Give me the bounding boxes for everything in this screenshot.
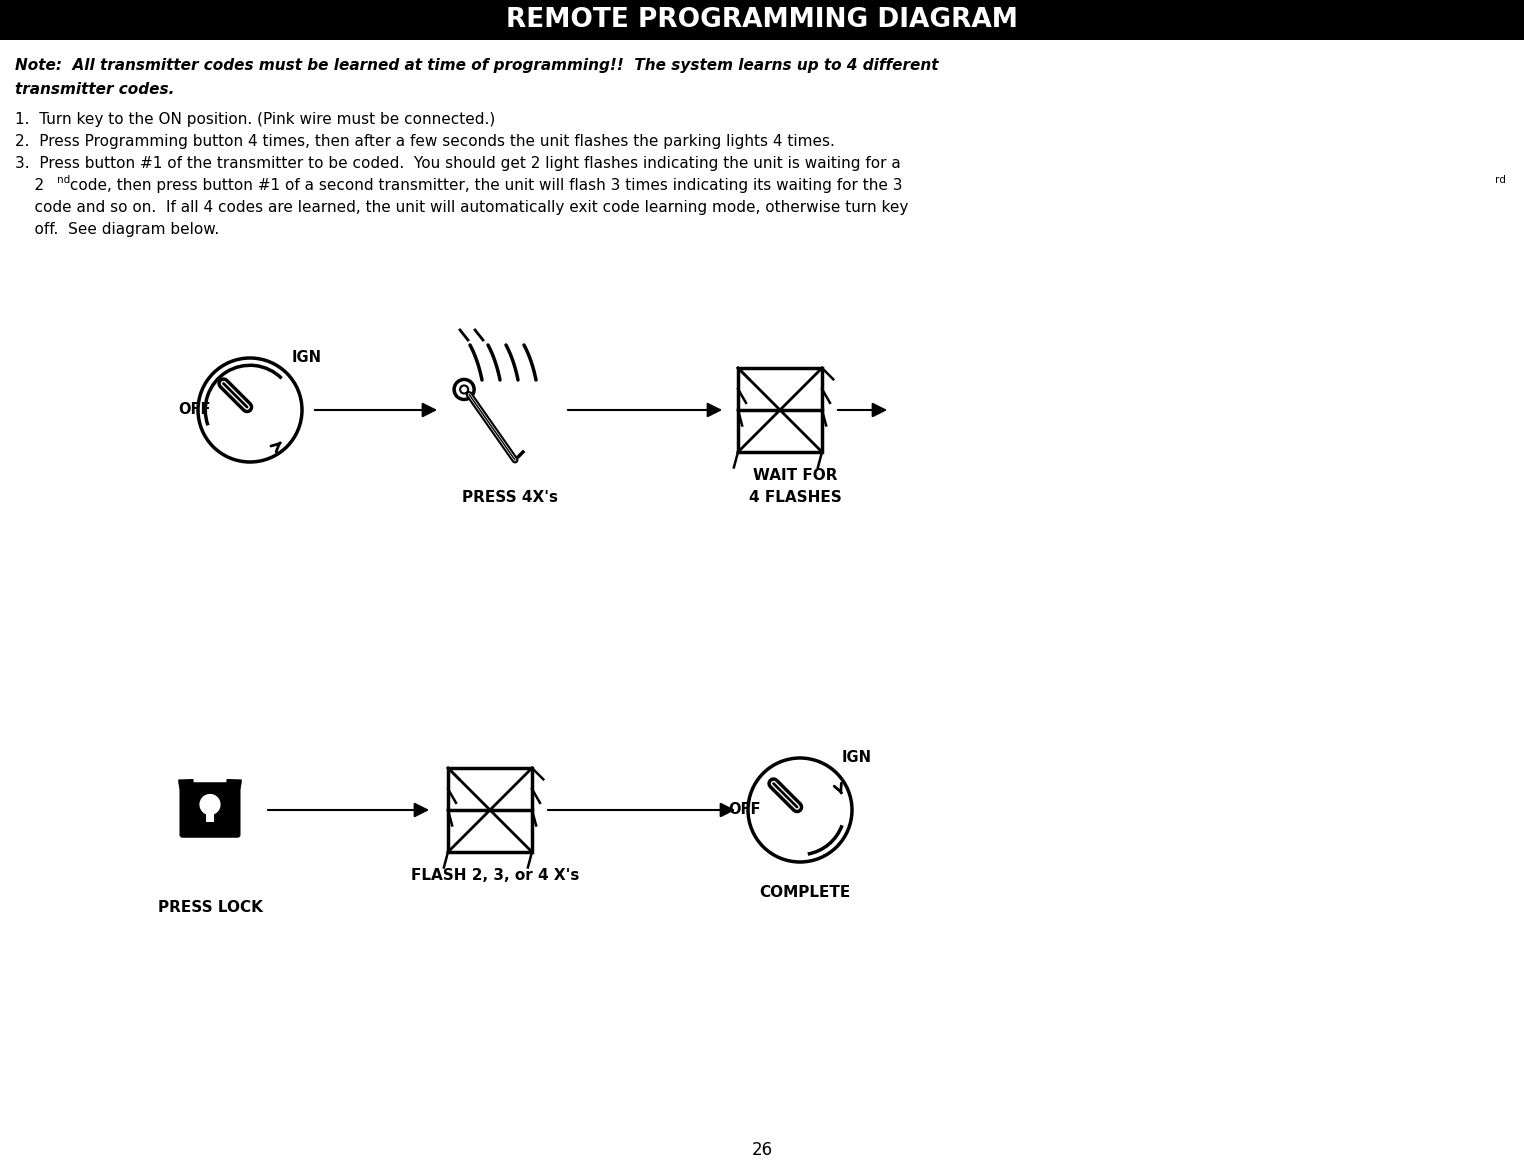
Text: IGN: IGN <box>293 350 322 365</box>
Text: rd: rd <box>1495 174 1506 185</box>
Text: 2: 2 <box>15 178 44 193</box>
Text: OFF: OFF <box>178 403 210 418</box>
Text: PRESS 4X's: PRESS 4X's <box>462 489 558 505</box>
Text: Note:  All transmitter codes must be learned at time of programming!!  The syste: Note: All transmitter codes must be lear… <box>15 59 939 73</box>
Circle shape <box>200 795 219 814</box>
FancyBboxPatch shape <box>180 782 241 837</box>
Bar <box>448 768 532 852</box>
Text: 1.  Turn key to the ON position. (Pink wire must be connected.): 1. Turn key to the ON position. (Pink wi… <box>15 112 495 126</box>
Text: code, then press button #1 of a second transmitter, the unit will flash 3 times : code, then press button #1 of a second t… <box>66 178 902 193</box>
Text: WAIT FOR: WAIT FOR <box>753 468 837 482</box>
Bar <box>0 0 1524 40</box>
Text: 4 FLASHES: 4 FLASHES <box>748 489 841 505</box>
Text: nd: nd <box>56 174 70 185</box>
Text: transmitter codes.: transmitter codes. <box>15 82 174 97</box>
Text: COMPLETE: COMPLETE <box>759 885 850 900</box>
Text: FLASH 2, 3, or 4 X's: FLASH 2, 3, or 4 X's <box>411 868 579 883</box>
Bar <box>206 804 215 822</box>
Text: IGN: IGN <box>841 751 872 766</box>
Text: OFF: OFF <box>728 802 760 817</box>
Text: 2.  Press Programming button 4 times, then after a few seconds the unit flashes : 2. Press Programming button 4 times, the… <box>15 133 835 149</box>
Text: 26: 26 <box>751 1141 773 1159</box>
Text: code and so on.  If all 4 codes are learned, the unit will automatically exit co: code and so on. If all 4 codes are learn… <box>15 200 908 215</box>
Bar <box>738 368 821 452</box>
Text: 3.  Press button #1 of the transmitter to be coded.  You should get 2 light flas: 3. Press button #1 of the transmitter to… <box>15 156 901 171</box>
Text: PRESS LOCK: PRESS LOCK <box>157 900 262 915</box>
Text: REMOTE PROGRAMMING DIAGRAM: REMOTE PROGRAMMING DIAGRAM <box>506 7 1018 33</box>
Text: off.  See diagram below.: off. See diagram below. <box>15 222 219 237</box>
